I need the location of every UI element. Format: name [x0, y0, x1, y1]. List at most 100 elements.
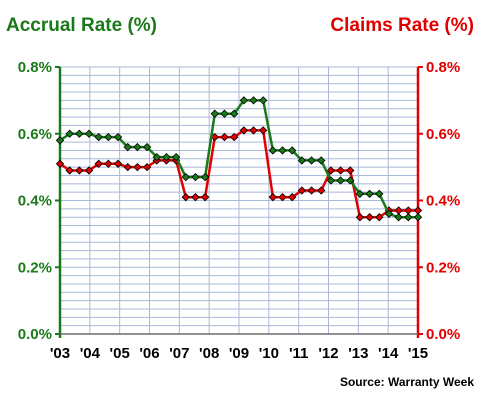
claims-data-point [249, 126, 258, 135]
accrual-data-point [268, 146, 278, 155]
x-tick-label: '15 [408, 345, 428, 362]
accrual-data-point [200, 172, 210, 182]
claims-data-point [355, 213, 365, 222]
x-tick-label: '05 [110, 345, 130, 362]
claims-data-point [84, 166, 94, 175]
accrual-data-point [278, 146, 287, 155]
claims-data-point [278, 192, 287, 202]
series-group [55, 96, 423, 222]
x-tick-label: '07 [169, 345, 189, 362]
x-tick-label: '12 [318, 345, 338, 362]
claims-data-point [200, 192, 210, 202]
left-y-tick-label: 0.6% [18, 126, 52, 143]
accrual-data-point [104, 132, 113, 142]
accrual-data-point [55, 136, 65, 145]
claims-data-point [55, 159, 65, 168]
claims-data-point [326, 166, 336, 175]
claims-data-point [239, 126, 249, 135]
accrual-data-point [113, 132, 123, 142]
claims-data-point [375, 213, 384, 222]
accrual-data-point [249, 96, 258, 105]
left-y-tick-label: 0.2% [18, 259, 52, 276]
accrual-data-point [191, 172, 200, 182]
x-tick-label: '10 [259, 345, 279, 362]
accrual-data-point [307, 156, 316, 165]
accrual-data-point [336, 176, 345, 185]
accrual-data-point [365, 189, 374, 198]
left-y-tick-label: 0.0% [18, 326, 52, 343]
left-y-tick-label: 0.8% [18, 59, 52, 76]
x-tick-label: '06 [139, 345, 159, 362]
accrual-data-point [123, 142, 132, 152]
x-tick-label: '09 [229, 345, 249, 362]
left-axis-title: Accrual Rate (%) [6, 15, 157, 36]
claims-data-point [133, 162, 142, 172]
accrual-data-point [220, 109, 229, 118]
claims-data-point [288, 192, 297, 202]
claims-data-point [104, 159, 113, 168]
claims-data-point [142, 162, 152, 172]
right-y-tick-label: 0.4% [426, 193, 460, 210]
claims-data-point [181, 192, 190, 202]
accrual-data-point [346, 176, 355, 185]
accrual-data-point [297, 156, 307, 165]
accrual-data-point [171, 152, 181, 162]
right-y-tick-label: 0.8% [426, 59, 460, 76]
x-tick-label: '13 [348, 345, 368, 362]
accrual-data-point [259, 96, 268, 105]
claims-data-point [307, 186, 316, 195]
right-axis-title: Claims Rate (%) [330, 15, 474, 36]
claims-data-point [365, 213, 374, 222]
accrual-data-point [404, 213, 413, 222]
claims-data-point [259, 126, 268, 135]
x-tick-label: '14 [378, 345, 399, 362]
accrual-data-point [84, 129, 94, 138]
claims-data-point [123, 162, 132, 172]
claims-data-point [229, 132, 239, 142]
x-tick-labels: '03 '04 '05 '06 '07 '08 '09 '10 '11 '12 '13 '14 '15 [50, 345, 428, 362]
accrual-data-point [229, 109, 239, 118]
accrual-data-point [239, 96, 249, 105]
accrual-data-point [75, 129, 84, 138]
accrual-data-point [355, 189, 365, 198]
accrual-data-point [288, 146, 297, 155]
accrual-data-point [162, 152, 171, 162]
accrual-data-point [133, 142, 142, 152]
claims-data-point [113, 159, 123, 168]
x-tick-label: '04 [80, 345, 101, 362]
accrual-data-point [152, 152, 161, 162]
claims-data-point [346, 166, 355, 175]
accrual-data-point [65, 129, 74, 138]
x-tick-label: '11 [289, 345, 308, 362]
right-y-tick-label: 0.0% [426, 326, 460, 343]
right-y-tick-label: 0.6% [426, 126, 460, 143]
claims-data-point [94, 159, 103, 168]
x-tick-label: '08 [199, 345, 219, 362]
claims-data-point [220, 132, 229, 142]
claims-data-point [65, 166, 74, 175]
accrual-data-point [181, 172, 190, 182]
y-tick-labels: 0.0% 0.0% 0.2% 0.2% 0.4% 0.4% 0.6% 0.6% 0.8% 0.8% [18, 59, 460, 343]
accrual-data-point [413, 213, 423, 222]
accrual-data-point [375, 189, 384, 198]
accrual-data-point [317, 156, 326, 165]
accrual-data-point [210, 109, 219, 118]
claims-data-point [336, 166, 345, 175]
right-y-tick-label: 0.2% [426, 259, 460, 276]
accrual-data-point [142, 142, 152, 152]
accrual-data-point [394, 213, 403, 222]
claims-data-point [268, 192, 278, 202]
claims-data-point [317, 186, 326, 195]
accrual-data-point [326, 176, 336, 185]
left-y-tick-label: 0.4% [18, 193, 52, 210]
source-note: Source: Warranty Week [340, 375, 474, 389]
claims-data-point [191, 192, 200, 202]
accrual-data-point [384, 209, 394, 219]
claims-data-point [75, 166, 84, 175]
accrual-data-point [94, 132, 103, 142]
x-tick-label: '03 [50, 345, 70, 362]
axes [55, 66, 423, 338]
grid [59, 66, 419, 335]
claims-data-point [297, 186, 307, 195]
